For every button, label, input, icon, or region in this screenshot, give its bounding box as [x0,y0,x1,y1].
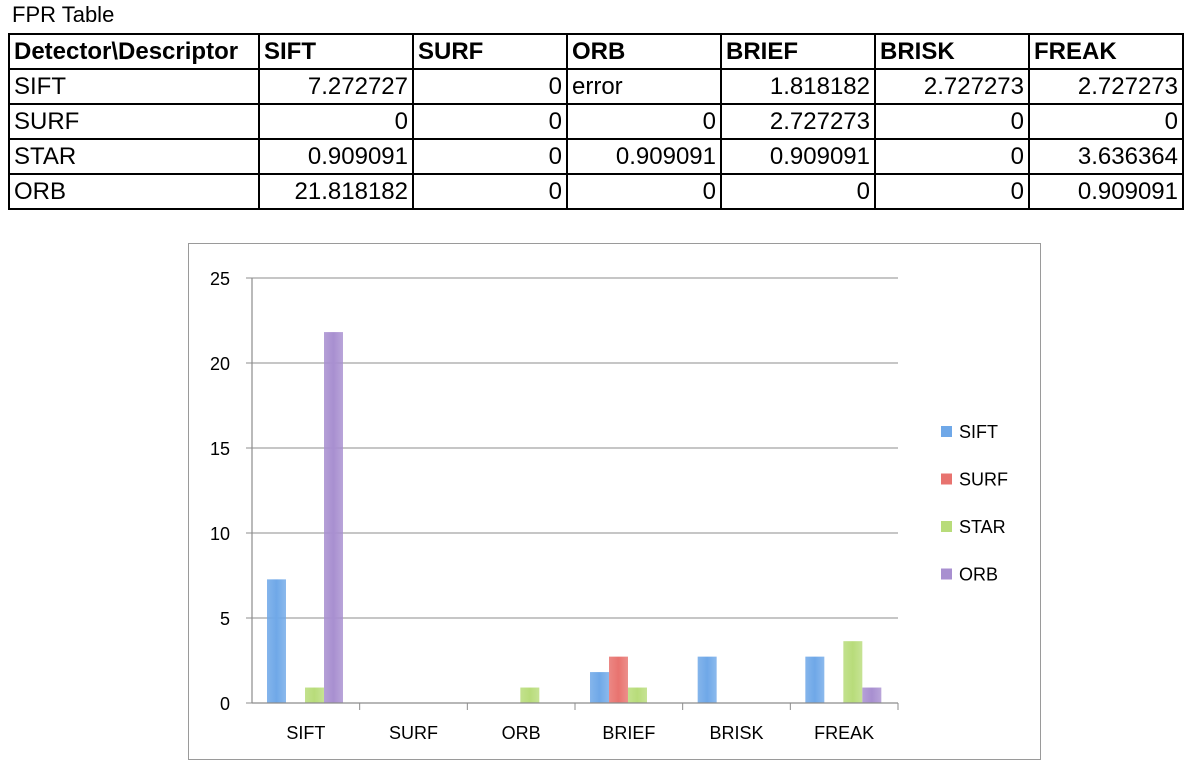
row-label: ORB [8,173,260,210]
column-header: ORB [566,33,722,70]
column-header: BRISK [874,33,1030,70]
table-cell: 0 [412,68,568,105]
x-tick-label: BRIEF [602,723,655,743]
legend-label: STAR [959,517,1006,537]
table-cell: 2.727273 [720,103,876,140]
bar-star-sift [305,687,324,703]
bar-surf-brief [609,656,628,703]
row-label: SIFT [8,68,260,105]
table-cell: 2.727273 [1028,68,1184,105]
x-tick-label: BRISK [709,723,763,743]
x-tick-label: SURF [389,723,438,743]
bar-sift-brief [590,672,609,703]
table-cell: 2.727273 [874,68,1030,105]
table-cell: 0.909091 [1028,173,1184,210]
table-cell: 0 [412,103,568,140]
legend-swatch [941,521,952,532]
table-cell: 3.636364 [1028,138,1184,175]
table-cell: 0 [258,103,414,140]
legend-swatch [941,568,952,580]
table-cell: error [566,68,722,105]
bar-star-freak [843,641,863,703]
column-header: SIFT [258,33,414,70]
x-tick-label: ORB [502,723,541,743]
table-row: SURF 0 0 0 2.727273 0 0 [8,103,1184,140]
table-cell: 0 [412,173,568,210]
column-header: SURF [412,33,568,70]
table-cell: 0 [720,173,876,210]
table-cell: 0.909091 [566,138,722,175]
fpr-table: Detector\Descriptor SIFT SURF ORB BRIEF … [8,33,1184,210]
table-cell: 0 [566,173,722,210]
row-label: SURF [8,103,260,140]
table-cell: 0 [566,103,722,140]
row-label: STAR [8,138,260,175]
column-header: FREAK [1028,33,1184,70]
table-cell: 0 [412,138,568,175]
legend-swatch [941,473,952,485]
legend-label: SURF [959,470,1008,490]
legend-label: SIFT [959,422,998,442]
bar-sift-brisk [697,656,717,703]
table-cell: 7.272727 [258,68,414,105]
table-row: ORB 21.818182 0 0 0 0 0.909091 [8,173,1184,210]
table-header-row: Detector\Descriptor SIFT SURF ORB BRIEF … [8,33,1184,70]
legend-label: ORB [959,565,998,585]
table-cell: 0 [1028,103,1184,140]
table-title: FPR Table [12,2,115,27]
y-tick-label: 25 [210,269,230,289]
bar-orb-sift [324,332,343,703]
table-cell: 1.818182 [720,68,876,105]
x-tick-label: SIFT [286,723,325,743]
bar-sift-sift [267,579,286,703]
y-tick-label: 15 [210,439,230,459]
table-cell: 0 [874,103,1030,140]
table-cell: 0.909091 [720,138,876,175]
bar-star-brief [628,687,647,703]
table-row: STAR 0.909091 0 0.909091 0.909091 0 3.63… [8,138,1184,175]
corner-header: Detector\Descriptor [8,33,260,70]
legend-swatch [941,426,952,437]
x-tick-label: FREAK [814,723,874,743]
chart-frame: 0 5 10 15 20 25 SIFT SURF ORB BRIEF BRISK FREAK SIF… [188,243,1041,760]
bar-star-orb [520,687,540,703]
y-tick-label: 20 [210,354,230,374]
y-tick-label: 10 [210,524,230,544]
bar-orb-freak [862,687,882,703]
table-cell: 0 [874,173,1030,210]
table-cell: 0 [874,138,1030,175]
y-tick-label: 0 [220,694,230,714]
bar-chart: 0 5 10 15 20 25 SIFT SURF ORB BRIEF BRISK FREAK SIF… [210,269,1008,743]
table-cell: 0.909091 [258,138,414,175]
column-header: BRIEF [720,33,876,70]
table-row: SIFT 7.272727 0 error 1.818182 2.727273 … [8,68,1184,105]
bar-sift-freak [805,656,825,703]
table-cell: 21.818182 [258,173,414,210]
y-tick-label: 5 [220,609,230,629]
